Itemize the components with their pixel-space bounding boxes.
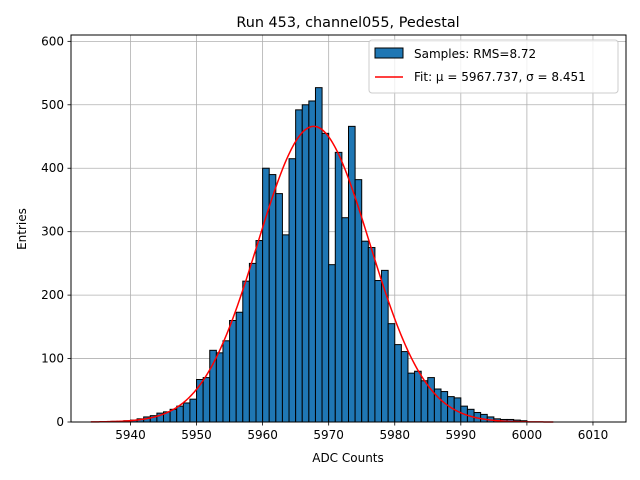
histogram-bar [268, 174, 277, 423]
x-tick-label: 5980 [379, 428, 410, 442]
y-tick-label: 0 [56, 415, 64, 429]
histogram-bar [314, 87, 323, 423]
x-tick-label: 6000 [512, 428, 543, 442]
histogram-bar [229, 319, 237, 423]
histogram-bar [281, 234, 290, 423]
legend-samples-patch [374, 47, 404, 59]
histogram-bar [341, 217, 349, 423]
x-axis-ticks: 5940 5950 5960 5970 5980 5990 6000 6010 [115, 422, 608, 442]
histogram-bar [255, 240, 264, 423]
chart-title: Run 453, channel055, Pedestal [236, 15, 459, 31]
x-tick-label: 6010 [578, 428, 609, 442]
y-tick-label: 200 [41, 288, 64, 302]
x-tick-label: 5970 [313, 428, 344, 442]
histogram-bar [367, 247, 376, 423]
axes-frame [70, 34, 627, 423]
histogram-bar [275, 193, 283, 423]
legend-frame [368, 39, 619, 94]
histogram-bar [209, 349, 217, 423]
x-axis-label: ADC Counts [312, 451, 384, 465]
legend: Samples: RMS=8.72 Fit: μ = 5967.737, σ =… [368, 39, 619, 94]
gaussian-fit-curve [90, 125, 554, 423]
histogram-bar [288, 158, 297, 423]
histogram-bar [235, 311, 244, 423]
y-tick-label: 400 [41, 161, 64, 175]
histogram-bar [374, 280, 383, 423]
histogram-bar [394, 344, 402, 423]
histogram-bar [387, 323, 396, 423]
y-tick-label: 600 [41, 34, 64, 48]
histogram-bar [427, 377, 435, 423]
histogram-bar [182, 402, 191, 423]
histogram-bar [262, 167, 270, 423]
histogram-bar [248, 262, 257, 423]
x-tick-label: 5950 [181, 428, 212, 442]
histogram-bar [215, 352, 224, 423]
x-tick-label: 5940 [115, 428, 146, 442]
histogram-bar [202, 377, 211, 423]
histogram-bar [321, 132, 330, 423]
histogram-bar [301, 104, 310, 423]
legend-fit-label: Fit: μ = 5967.737, σ = 8.451 [414, 70, 586, 84]
histogram-bar [328, 264, 336, 423]
y-tick-label: 100 [41, 352, 64, 366]
histogram-bar [189, 398, 198, 423]
x-tick-label: 5990 [446, 428, 477, 442]
histogram-bar [414, 370, 422, 423]
y-axis-ticks: 0 100 200 300 400 500 600 [41, 34, 71, 429]
histogram-bar [440, 391, 449, 423]
histogram-bar [361, 240, 369, 423]
histogram-bar [334, 151, 343, 423]
histogram-bar [295, 109, 303, 423]
histogram-bar [420, 380, 429, 423]
histogram-bar [176, 405, 184, 423]
histogram-bar [222, 340, 231, 423]
x-tick-label: 5960 [247, 428, 278, 442]
histogram-bar [242, 280, 250, 423]
histogram-bar [348, 125, 356, 423]
y-axis-label: Entries [15, 208, 29, 250]
histogram-bar [308, 100, 316, 423]
histogram-bar [381, 269, 389, 423]
legend-samples-label: Samples: RMS=8.72 [414, 47, 536, 61]
histogram-bar [407, 372, 416, 423]
histogram-bar [400, 351, 409, 423]
y-tick-label: 500 [41, 98, 64, 112]
y-tick-label: 300 [41, 225, 64, 239]
